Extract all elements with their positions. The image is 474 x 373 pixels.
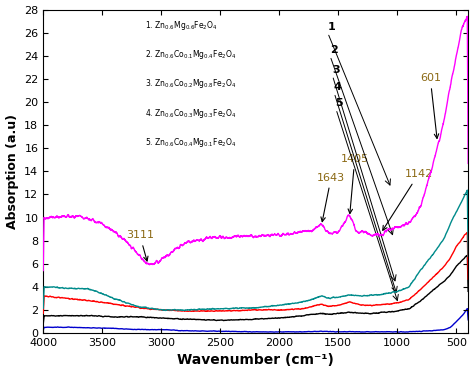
Text: 3111: 3111 xyxy=(126,230,154,261)
Text: 3. Zn$_{0.6}$Co$_{0.2}$Mg$_{0.8}$Fe$_2$O$_4$: 3. Zn$_{0.6}$Co$_{0.2}$Mg$_{0.8}$Fe$_2$O… xyxy=(145,78,237,91)
Text: 4: 4 xyxy=(334,82,342,92)
Text: 1405: 1405 xyxy=(341,154,369,213)
Text: 2: 2 xyxy=(330,45,337,55)
X-axis label: Wavenumber (cm⁻¹): Wavenumber (cm⁻¹) xyxy=(177,354,334,367)
Text: 601: 601 xyxy=(420,73,441,138)
Text: 1. Zn$_{0.6}$Mg$_{0.6}$Fe$_2$O$_4$: 1. Zn$_{0.6}$Mg$_{0.6}$Fe$_2$O$_4$ xyxy=(145,19,218,32)
Text: 2. Zn$_{0.6}$Co$_{0.1}$Mg$_{0.4}$Fe$_2$O$_4$: 2. Zn$_{0.6}$Co$_{0.1}$Mg$_{0.4}$Fe$_2$O… xyxy=(145,48,237,62)
Text: 1142: 1142 xyxy=(383,169,433,230)
Text: 5: 5 xyxy=(336,98,343,108)
Text: 1643: 1643 xyxy=(317,173,345,222)
Text: 5. Zn$_{0.6}$Co$_{0.4}$Mg$_{0.1}$Fe$_2$O$_4$: 5. Zn$_{0.6}$Co$_{0.4}$Mg$_{0.1}$Fe$_2$O… xyxy=(145,136,237,149)
Y-axis label: Absorption (a.u): Absorption (a.u) xyxy=(6,114,18,229)
Text: 3: 3 xyxy=(332,65,340,75)
Text: 1: 1 xyxy=(328,22,335,32)
Text: 4. Zn$_{0.6}$Co$_{0.3}$Mg$_{0.3}$Fe$_2$O$_4$: 4. Zn$_{0.6}$Co$_{0.3}$Mg$_{0.3}$Fe$_2$O… xyxy=(145,107,237,120)
